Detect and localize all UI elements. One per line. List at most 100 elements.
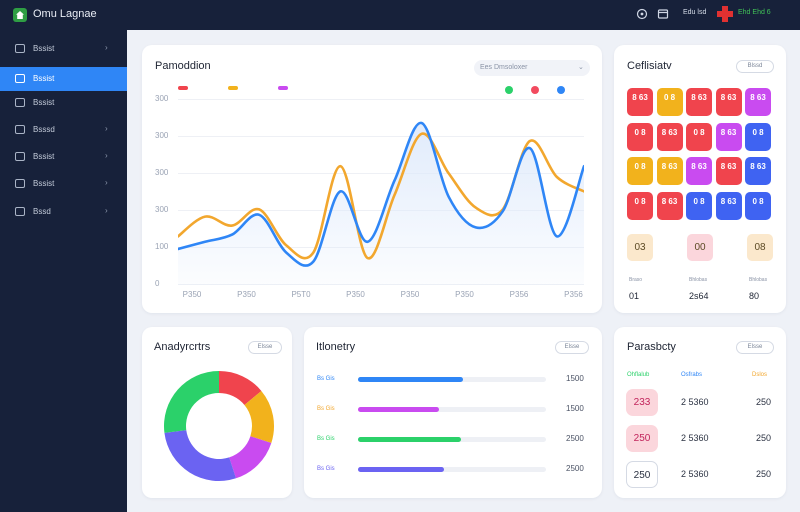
chevron-right-icon: ›: [105, 151, 108, 160]
y-tick-label: 100: [155, 242, 169, 251]
chevron-down-icon: ⌄: [578, 64, 584, 71]
grid-line: [178, 99, 584, 100]
chart-period-value: Ees Dmsoloxer: [480, 64, 528, 71]
stat-tile[interactable]: 0 8: [627, 191, 653, 220]
legend-swatch: [278, 86, 288, 90]
stat-chip: 08: [747, 234, 773, 261]
stat-caption: Bhlobas: [749, 277, 768, 283]
bar-label: Bs Gis: [317, 436, 335, 442]
flag-badge-icon[interactable]: [717, 6, 733, 22]
stat-value: 2s64: [689, 291, 709, 301]
sidebar-item[interactable]: Bssist ›: [0, 37, 127, 61]
calendar-icon[interactable]: [657, 8, 669, 20]
stat-tile[interactable]: 8 63: [715, 157, 742, 185]
stat-tile[interactable]: 8 63: [715, 88, 742, 116]
user-label[interactable]: Edu lsd: [683, 9, 707, 16]
grid-line: [178, 136, 584, 137]
donut-slice: [219, 371, 262, 405]
app-logo-icon[interactable]: [13, 8, 27, 22]
donut-slice: [244, 390, 275, 443]
stat-tile[interactable]: 0 8: [627, 122, 653, 151]
stat-tile[interactable]: 8 63: [745, 157, 771, 185]
stat-tile[interactable]: 8 63: [715, 122, 742, 151]
stat-tile[interactable]: 0 8: [745, 122, 771, 151]
mail-icon: [15, 125, 25, 134]
stat-tile[interactable]: 0 8: [686, 122, 712, 151]
sidebar-item[interactable]: Bssist: [0, 91, 127, 115]
stat-tile[interactable]: 8 63: [656, 122, 683, 151]
table-header: Ohflalub: [627, 372, 650, 378]
grid-line: [178, 173, 584, 174]
stat-tile[interactable]: 8 63: [656, 157, 683, 185]
sidebar-item[interactable]: Bssd ›: [0, 200, 127, 224]
help-circle-icon[interactable]: [636, 8, 648, 20]
x-tick-label: P5T0: [291, 290, 311, 299]
y-tick-label: 300: [155, 131, 169, 140]
donut-slice: [163, 371, 219, 433]
legend-dot: [531, 86, 539, 94]
sidebar-item-label: Bsssd: [33, 125, 55, 134]
donut-chart: [163, 371, 275, 482]
bar-label: Bs Gis: [317, 406, 335, 412]
chevron-right-icon: ›: [105, 43, 108, 52]
x-tick-label: P356: [564, 290, 583, 299]
stat-tile[interactable]: 0 8: [745, 191, 771, 220]
area-fill: [178, 122, 584, 285]
stat-tile[interactable]: 0 8: [627, 157, 653, 185]
bar-label: Bs Gis: [317, 466, 335, 472]
chart-period-select[interactable]: Ees Dmsoloxer ⌄: [474, 60, 590, 76]
tiles-filter-button[interactable]: Blssd: [736, 60, 774, 73]
sidebar-item[interactable]: Bssist: [0, 67, 127, 91]
y-tick-label: 300: [155, 94, 169, 103]
x-tick-label: P350: [182, 290, 202, 299]
stat-tile[interactable]: 8 63: [656, 191, 683, 220]
progress-filter-button[interactable]: Elsse: [555, 341, 589, 354]
dashboard-icon: [15, 74, 25, 83]
legend-swatch: [178, 86, 188, 90]
x-tick-label: P350: [455, 290, 474, 299]
popularity-filter-button[interactable]: Elsse: [736, 341, 774, 354]
sidebar-item[interactable]: Bssist ›: [0, 145, 127, 169]
stat-value: 01: [629, 291, 640, 301]
sidebar-item[interactable]: Bssist ›: [0, 172, 127, 196]
y-tick-label: 300: [155, 168, 169, 177]
stat-tile[interactable]: 8 63: [627, 88, 653, 116]
stat-tile[interactable]: 8 63: [715, 191, 742, 220]
series-line-2: [178, 121, 584, 267]
sidebar-item-label: Bssist: [33, 44, 55, 53]
bar-value: 2500: [566, 464, 584, 473]
bag-icon: [15, 207, 25, 216]
popularity-title: Parasbcty: [627, 341, 676, 353]
sidebar-item[interactable]: Bsssd ›: [0, 118, 127, 142]
table-header: Osfrabs: [681, 372, 703, 378]
x-tick-label: P350: [346, 290, 365, 299]
grid-line: [178, 210, 584, 211]
chevron-right-icon: ›: [105, 124, 108, 133]
table-header: Dslos: [752, 372, 768, 378]
app-title: Omu Lagnae: [33, 8, 97, 20]
table-cell: 250: [756, 469, 772, 479]
stat-chip: 00: [687, 234, 713, 261]
progress-fill: [358, 407, 439, 412]
stat-tile[interactable]: 8 63: [745, 88, 771, 116]
stat-tile[interactable]: 8 63: [686, 157, 712, 185]
sidebar-item-label: Bssist: [33, 98, 55, 107]
stat-tile[interactable]: 0 8: [656, 88, 683, 116]
table-cell: 2 5360: [681, 469, 709, 479]
stat-tile[interactable]: 8 63: [686, 88, 712, 116]
table-cell: 250: [756, 433, 772, 443]
sidebar-item-label: Bssist: [33, 152, 55, 161]
progress-track: [358, 377, 546, 382]
sidebar-item-label: Bssd: [33, 207, 51, 216]
tiles-title: Ceflisiatv: [627, 60, 672, 72]
progress-title: Itlonetry: [316, 341, 356, 353]
stat-tile[interactable]: 0 8: [686, 191, 712, 220]
donut-filter-button[interactable]: Elsse: [248, 341, 282, 354]
donut-title: Anadyrcrtrs: [154, 341, 211, 353]
y-tick-label: 0: [155, 279, 160, 288]
legend-swatch: [228, 86, 238, 90]
pencil-icon: [15, 152, 25, 161]
rank-badge: 250: [626, 425, 658, 452]
line-chart-plot: [178, 121, 584, 285]
main-chart-title: Pamoddion: [155, 60, 211, 72]
